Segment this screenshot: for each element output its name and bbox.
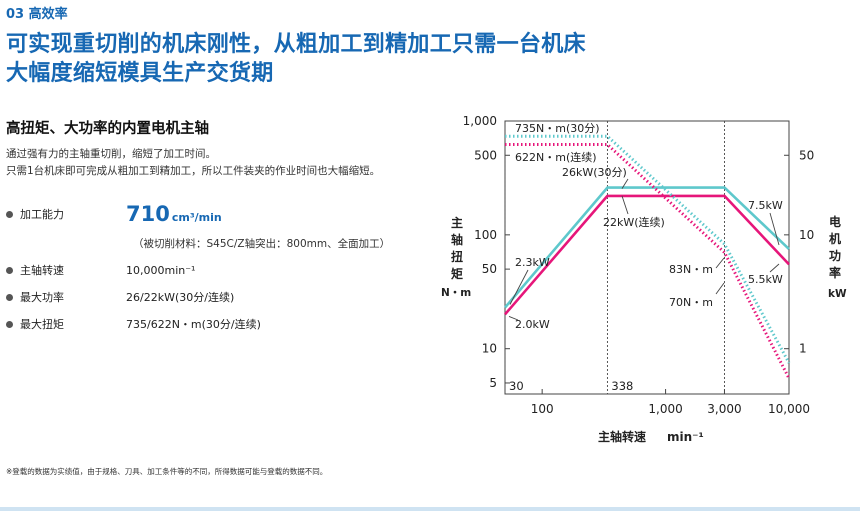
annotation-leader [509,269,529,305]
section-tag: 03 高效率 [6,7,68,22]
plot-frame [504,120,790,395]
subhead: 高扭矩、大功率的内置电机主轴 [6,121,209,137]
spec-label: 加工能力 [20,208,64,221]
x-tick-label: 10,000 [768,402,810,416]
x-axis-label: 主轴转速 [598,429,646,444]
annotation-leader [715,282,725,295]
annotation-leader [621,178,629,189]
bottom-divider [0,507,860,511]
y-left-label-char-2: 轴 [451,232,463,247]
spec-label: 最大扭矩 [20,318,64,331]
y-left-tick-label: 100 [474,228,497,242]
spec-label: 主轴转速 [20,264,64,277]
label-power-low-continuous: 2.0kW [515,318,550,331]
y-left-tick-label: 5 [489,376,497,390]
x-tick-label: 1,000 [648,402,682,416]
description: 通过强有力的主轴重切削，缩短了加工时间。 只需1台机床即可完成从粗加工到精加工，… [6,146,380,180]
y-right-tick-label: 50 [799,148,814,162]
y-right-label-char-2: 机 [829,231,841,246]
label-torque-continuous: 622N・m(连续) [515,150,597,164]
label-torque-30min: 735N・m(30分) [515,122,600,135]
spec-value: 26/22kW(30分/连续) [126,291,235,304]
y-left-label-char-4: 矩 [450,266,463,281]
label-torque-mid-continuous: 70N・m [669,296,713,309]
y-left-unit: N・m [441,287,471,299]
headline-line-2: 大幅度缩短模具生产交货期 [6,61,274,86]
label-power-low-30min: 2.3kW [515,256,550,269]
y-left-tick-label: 500 [474,148,497,162]
power-30min-line [504,186,790,309]
annotation-leader [715,257,725,269]
spec-label: 最大功率 [20,291,64,304]
removal-rate-number: 710 [126,202,170,226]
annotation-leader [769,263,780,273]
y-left-tick-label: 50 [482,262,497,276]
annotation-leader [508,316,519,321]
bullet-icon [6,293,13,301]
y-right-label-char-1: 电 [829,214,841,229]
spec-row-max-power: 最大功率 26/22kW(30分/连续) [6,289,234,305]
torque-continuous-line [505,143,791,379]
torque-30min-line [505,134,791,364]
label-torque-mid-30min: 83N・m [669,263,713,276]
label-power-high-30min: 7.5kW [748,199,783,212]
y-right-label-char-3: 功 [829,248,841,263]
removal-rate-unit: cm³/min [171,211,222,224]
description-line-2: 只需1台机床即可完成从粗加工到精加工，所以工件装夹的作业时间也大幅缩短。 [6,165,381,177]
y-left-label-char-3: 扭 [451,249,463,264]
spec-value: 10,000min⁻¹ [126,263,196,277]
power-continuous-line [504,194,790,316]
label-power-continuous: 22kW(连续) [603,215,665,229]
spec-row-spindle-speed: 主轴转速 10,000min⁻¹ [6,262,195,278]
y-right-label-char-4: 率 [829,265,841,280]
y-left-tick-label: 10 [482,342,497,356]
x-tick-label: 100 [531,402,554,416]
footnote: ※登载的数据为实绩值，由于规格、刀具、加工条件等的不同，所得数据可能与登载的数据… [6,467,328,476]
bullet-icon [6,266,13,274]
description-line-1: 通过强有力的主轴重切削，缩短了加工时间。 [6,148,216,160]
headline: 可实现重切削的机床刚性，从粗加工到精加工只需一台机床 大幅度缩短模具生产交货期 [6,30,586,88]
speed-marker-label: 338 [611,379,633,393]
spec-value: 735/622N・m(30分/连续) [126,318,261,331]
spec-row-removal-rate: 加工能力 710 cm³/min [6,202,222,226]
spec-row-max-torque: 最大扭矩 735/622N・m(30分/连续) [6,316,261,332]
y-right-unit: kW [828,288,847,300]
headline-line-1: 可实现重切削的机床刚性，从粗加工到精加工只需一台机床 [6,32,586,57]
bullet-icon [6,320,13,328]
x-tick-label: 3,000 [707,402,741,416]
y-right-tick-label: 1 [799,342,807,356]
x-axis-unit: min⁻¹ [667,430,704,444]
annotation-leader [769,212,780,246]
y-left-label-char-1: 主 [451,215,463,230]
bullet-icon [6,210,13,218]
spec-value: 710 cm³/min [126,202,222,226]
label-power-30min: 26kW(30分) [562,166,627,179]
annotation-leader [621,195,629,215]
spec-note: （被切削材料：S45C/Z轴突出：800mm、全面加工） [133,238,391,250]
y-left-tick-label: 1,000 [463,114,497,128]
speed-marker-label: 30 [509,379,524,393]
y-right-tick-label: 10 [799,228,814,242]
label-power-high-continuous: 5.5kW [748,273,783,286]
